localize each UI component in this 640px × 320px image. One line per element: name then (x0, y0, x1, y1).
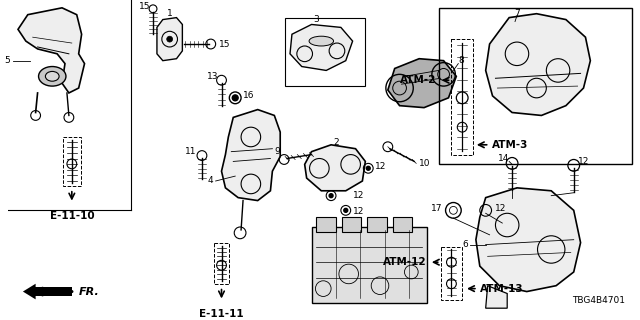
Text: 12: 12 (375, 162, 387, 171)
Polygon shape (476, 188, 580, 292)
Polygon shape (33, 287, 72, 296)
Text: 13: 13 (207, 72, 219, 81)
Text: 11: 11 (184, 147, 196, 156)
Circle shape (366, 166, 370, 170)
Polygon shape (18, 8, 84, 93)
Polygon shape (157, 18, 182, 61)
Text: 7: 7 (514, 9, 520, 18)
Polygon shape (23, 284, 36, 300)
Text: 10: 10 (419, 159, 431, 168)
Circle shape (232, 95, 238, 101)
Text: 1: 1 (167, 9, 173, 18)
Bar (214, 243, 229, 284)
Text: E-11-10: E-11-10 (49, 211, 94, 221)
Text: 12: 12 (353, 207, 364, 216)
Text: 3: 3 (314, 15, 319, 24)
Text: FR.: FR. (79, 286, 99, 297)
Text: ATM-13: ATM-13 (480, 284, 524, 294)
Text: 15: 15 (219, 40, 230, 49)
Polygon shape (486, 286, 507, 308)
Ellipse shape (38, 67, 66, 86)
Polygon shape (305, 145, 365, 191)
Text: 15: 15 (139, 2, 150, 11)
Text: 12: 12 (353, 191, 364, 200)
Text: 17: 17 (431, 204, 443, 213)
Text: ATM-2: ATM-2 (401, 75, 436, 85)
Circle shape (344, 208, 348, 212)
Text: ATM-12: ATM-12 (383, 257, 427, 267)
Bar (438, 8, 632, 164)
Polygon shape (486, 14, 590, 116)
Text: 8: 8 (458, 56, 464, 65)
Text: 6: 6 (462, 240, 468, 249)
Bar (451, 39, 473, 155)
Text: ATM-3: ATM-3 (492, 140, 528, 150)
Text: E-11-11: E-11-11 (199, 309, 244, 319)
Ellipse shape (309, 36, 333, 46)
Bar (285, 18, 365, 86)
Polygon shape (221, 109, 280, 201)
Ellipse shape (45, 71, 59, 81)
Text: TBG4B4701: TBG4B4701 (572, 296, 625, 305)
Circle shape (329, 194, 333, 198)
Bar (316, 217, 336, 232)
Bar (63, 137, 81, 186)
Bar (342, 217, 362, 232)
Text: 4: 4 (208, 177, 214, 186)
Text: 16: 16 (243, 92, 255, 100)
Text: 9: 9 (275, 147, 280, 156)
Text: 5: 5 (4, 56, 10, 65)
Text: 14: 14 (498, 154, 509, 163)
Bar (393, 217, 412, 232)
Circle shape (167, 36, 173, 42)
Bar (441, 246, 462, 300)
Bar (312, 227, 427, 303)
Text: 12: 12 (495, 204, 506, 213)
Text: 12: 12 (578, 157, 589, 166)
Bar (367, 217, 387, 232)
Polygon shape (388, 59, 456, 108)
Polygon shape (290, 24, 353, 70)
Text: 2: 2 (333, 138, 339, 147)
